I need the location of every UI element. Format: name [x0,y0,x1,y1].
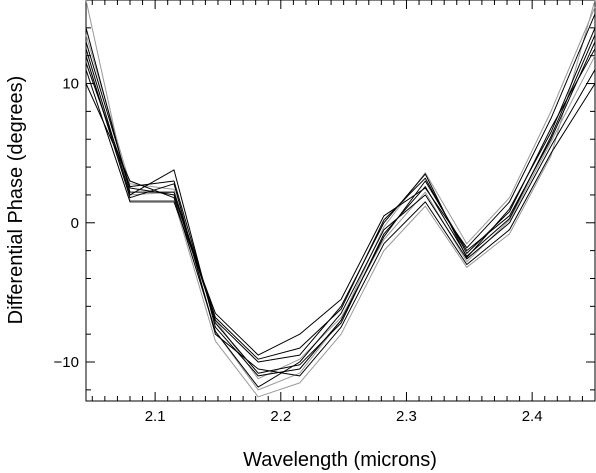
x-tick-label: 2.1 [145,408,166,425]
y-tick-label: −10 [54,354,79,371]
x-axis-label: Wavelength (microns) [243,449,437,471]
series-line-4 [85,69,596,388]
y-tick-label: 0 [71,215,79,232]
series-line-7 [85,34,596,374]
axis-ticks [86,0,596,401]
series-line-2 [85,41,596,377]
x-tick-label: 2.3 [396,408,417,425]
tick-labels: 2.1 2.2 2.3 2.4 −10 0 10 [54,76,543,425]
x-tick-label: 2.4 [522,408,543,425]
y-axis-label: Differential Phase (degrees) [5,76,27,325]
plot-frame [85,0,596,402]
series-line-5 [85,55,596,377]
series-line-8 [85,0,596,398]
series-line-3 [85,13,596,356]
series-group [85,0,596,398]
y-tick-label: 10 [62,76,79,93]
series-line-6 [85,27,596,360]
series-line-1 [85,27,596,363]
x-tick-label: 2.2 [270,408,291,425]
